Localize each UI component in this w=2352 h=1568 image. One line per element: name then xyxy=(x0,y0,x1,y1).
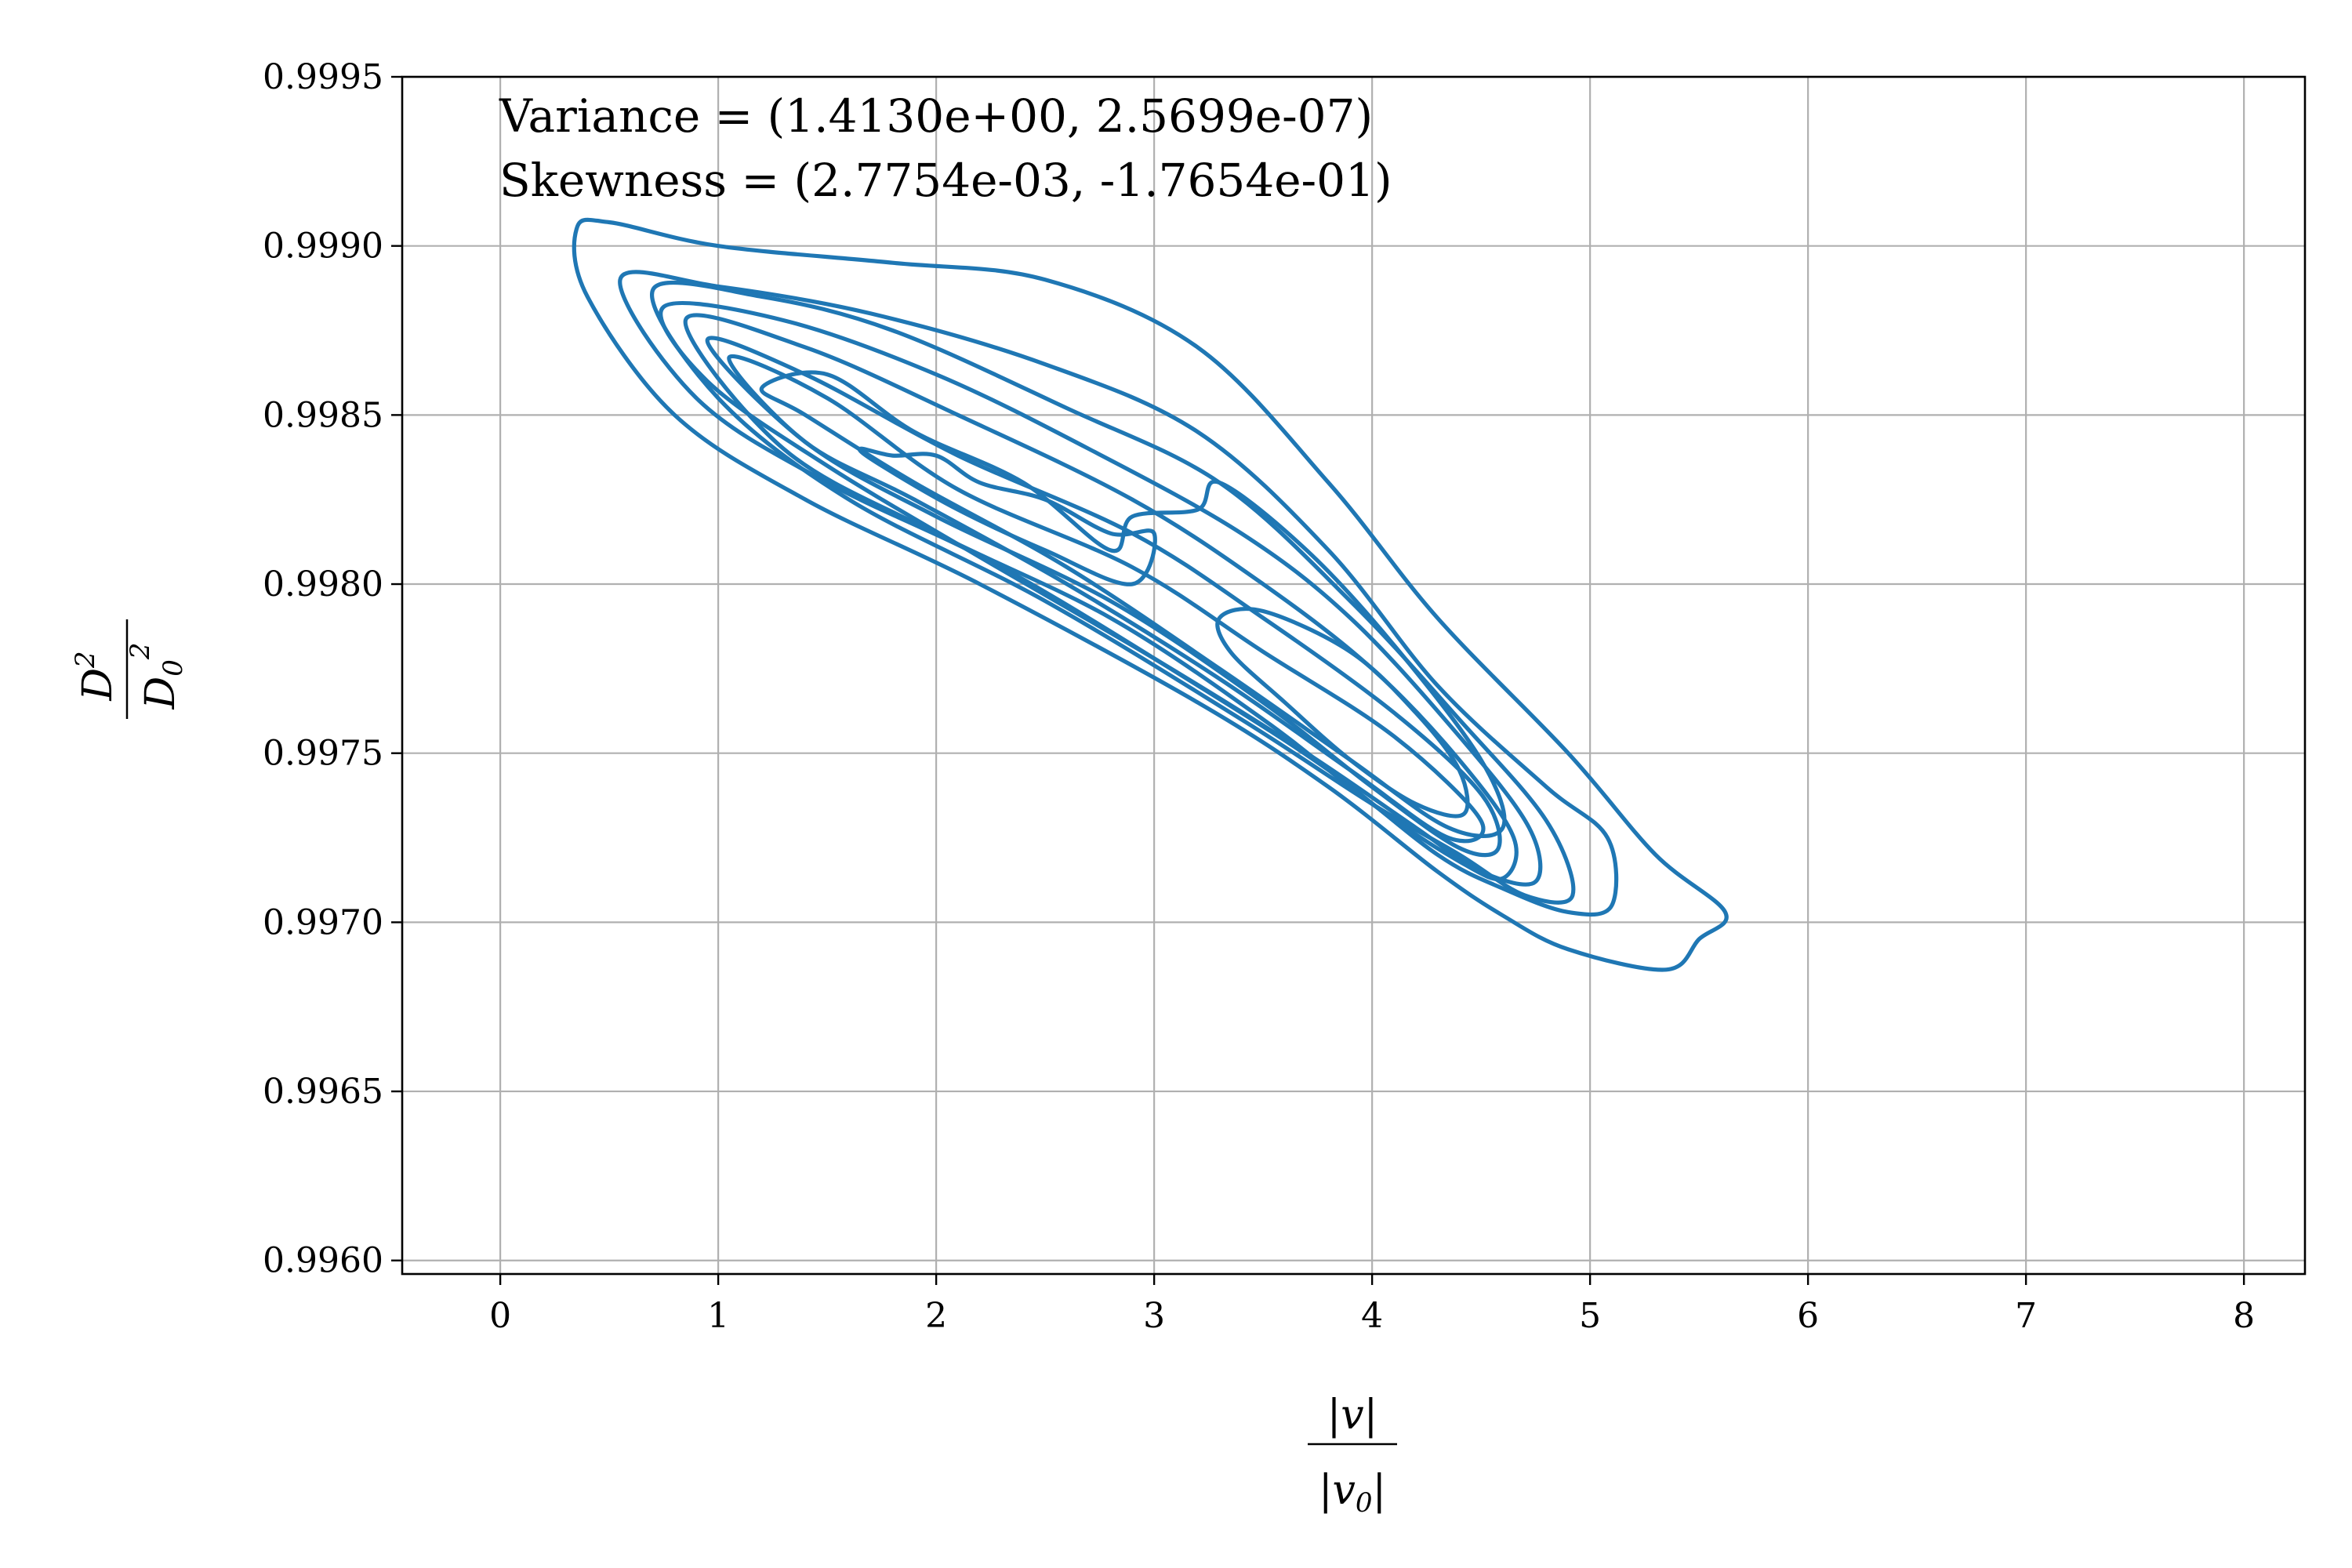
axis-ticks: 0 1 2 3 4 5 6 7 8 0.9960 0.9965 0.9970 0.9975 0.9980 0… xyxy=(263,57,2255,1336)
y-tick-label: 0.9975 xyxy=(263,734,383,774)
y-axis-label: D2 D02 xyxy=(70,619,189,719)
y-label-denominator: D02 xyxy=(125,643,189,710)
x-tick-label: 6 xyxy=(1797,1296,1819,1336)
contour-level-8 xyxy=(759,370,1507,838)
x-label-denominator: |v0| xyxy=(1319,1467,1386,1519)
y-tick-label: 0.9990 xyxy=(263,227,383,267)
contour-level-10 xyxy=(1215,607,1470,818)
annotation-skewness: Skewness = (2.7754e-03, -1.7654e-01) xyxy=(499,154,1392,207)
y-tick-label: 0.9980 xyxy=(263,564,383,604)
annotation-variance: Variance = (1.4130e+00, 2.5699e-07) xyxy=(499,89,1373,143)
contour-level-9 xyxy=(857,446,1157,586)
y-tick-label: 0.9995 xyxy=(263,57,383,97)
y-tick-label: 0.9970 xyxy=(263,902,383,942)
x-tick-label: 2 xyxy=(925,1296,947,1336)
x-tick-label: 7 xyxy=(2015,1296,2037,1336)
x-tick-label: 5 xyxy=(1579,1296,1601,1336)
x-tick-label: 3 xyxy=(1143,1296,1165,1336)
contour-level-3 xyxy=(650,280,1576,905)
x-axis-label: |v| |v0| xyxy=(1308,1392,1397,1519)
x-tick-label: 4 xyxy=(1361,1296,1383,1336)
plot-frame xyxy=(401,75,2307,1276)
x-label-numerator: |v| xyxy=(1327,1392,1377,1439)
y-tick-label: 0.9965 xyxy=(263,1072,383,1112)
contour-level-4 xyxy=(659,300,1543,887)
contour-level-6 xyxy=(705,336,1502,858)
x-tick-label: 0 xyxy=(489,1296,511,1336)
contour-level-5 xyxy=(683,313,1519,882)
y-tick-label: 0.9960 xyxy=(263,1241,383,1281)
x-tick-label: 1 xyxy=(707,1296,729,1336)
x-tick-label: 8 xyxy=(2233,1296,2255,1336)
y-tick-label: 0.9985 xyxy=(263,395,383,435)
grid xyxy=(402,75,2305,1274)
contour-lines xyxy=(572,217,1729,972)
y-label-numerator: D2 xyxy=(70,651,122,701)
contour-level-1 xyxy=(572,217,1729,972)
